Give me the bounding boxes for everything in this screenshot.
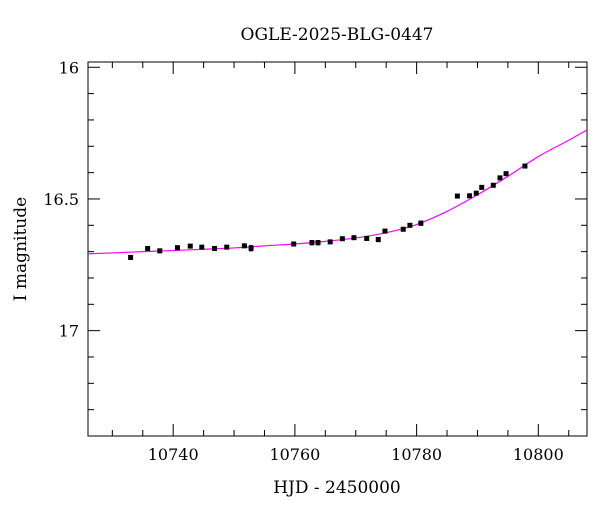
data-point bbox=[382, 228, 388, 234]
data-point bbox=[503, 171, 509, 177]
x-tick-label: 10760 bbox=[269, 445, 320, 464]
x-tick-label: 10800 bbox=[513, 445, 564, 464]
data-point bbox=[241, 243, 247, 249]
data-point bbox=[157, 248, 163, 254]
data-point bbox=[418, 220, 424, 226]
point-marker bbox=[157, 248, 163, 254]
data-point bbox=[467, 193, 473, 199]
point-marker bbox=[479, 184, 485, 190]
y-tick-label: 16.5 bbox=[43, 190, 79, 209]
data-point bbox=[522, 163, 528, 169]
data-points-layer bbox=[128, 163, 528, 260]
data-point bbox=[315, 240, 321, 246]
point-marker bbox=[174, 245, 180, 251]
point-marker bbox=[375, 237, 381, 243]
point-marker bbox=[241, 243, 247, 249]
x-axis-label: HJD - 2450000 bbox=[273, 478, 401, 498]
point-marker bbox=[522, 163, 528, 169]
point-marker bbox=[490, 182, 496, 188]
data-point bbox=[291, 241, 297, 247]
point-marker bbox=[224, 244, 230, 250]
data-point bbox=[364, 235, 370, 241]
data-point bbox=[339, 236, 345, 242]
point-marker bbox=[309, 240, 315, 246]
data-point bbox=[407, 222, 413, 228]
data-point bbox=[497, 175, 503, 181]
data-point bbox=[145, 245, 151, 251]
point-marker bbox=[400, 226, 406, 232]
model-curve-layer bbox=[87, 129, 588, 255]
model-curve bbox=[87, 129, 588, 255]
x-tick-label: 10740 bbox=[148, 445, 199, 464]
x-tick-label: 10780 bbox=[391, 445, 442, 464]
y-tick-label: 16 bbox=[59, 58, 79, 77]
point-marker bbox=[327, 239, 333, 245]
x-axis-ticks: 10740 10760 10780 10800 bbox=[111, 62, 570, 464]
point-marker bbox=[467, 193, 473, 199]
data-point bbox=[473, 190, 479, 196]
data-point bbox=[187, 243, 193, 249]
point-marker bbox=[339, 236, 345, 242]
point-marker bbox=[248, 245, 254, 251]
point-marker bbox=[291, 241, 297, 247]
point-marker bbox=[418, 220, 424, 226]
point-marker bbox=[212, 245, 218, 251]
point-marker bbox=[382, 228, 388, 234]
data-point bbox=[479, 184, 485, 190]
point-marker bbox=[407, 222, 413, 228]
point-marker bbox=[503, 171, 509, 177]
data-point bbox=[212, 245, 218, 251]
data-point bbox=[375, 236, 381, 243]
point-marker bbox=[187, 243, 193, 249]
data-point bbox=[174, 245, 180, 251]
data-point bbox=[128, 254, 134, 260]
chart-title: OGLE-2025-BLG-0447 bbox=[241, 25, 434, 45]
y-axis-label: I magnitude bbox=[11, 197, 31, 301]
point-marker bbox=[497, 175, 503, 181]
y-tick-label: 17 bbox=[59, 322, 79, 341]
data-point bbox=[327, 239, 333, 245]
data-point bbox=[490, 182, 496, 188]
data-point bbox=[248, 245, 254, 252]
data-point bbox=[351, 235, 357, 241]
point-marker bbox=[473, 190, 479, 196]
point-marker bbox=[364, 235, 370, 241]
point-marker bbox=[199, 244, 205, 250]
point-marker bbox=[145, 245, 151, 251]
data-point bbox=[400, 226, 406, 232]
point-marker bbox=[351, 235, 357, 241]
point-marker bbox=[315, 240, 321, 246]
data-point bbox=[454, 193, 460, 199]
point-marker bbox=[454, 193, 460, 199]
data-point bbox=[224, 244, 230, 250]
data-point bbox=[199, 244, 205, 250]
plot-frame bbox=[87, 61, 588, 437]
point-marker bbox=[128, 254, 134, 260]
data-point bbox=[309, 240, 315, 246]
y-axis-ticks: 16 16.5 17 bbox=[43, 58, 587, 437]
